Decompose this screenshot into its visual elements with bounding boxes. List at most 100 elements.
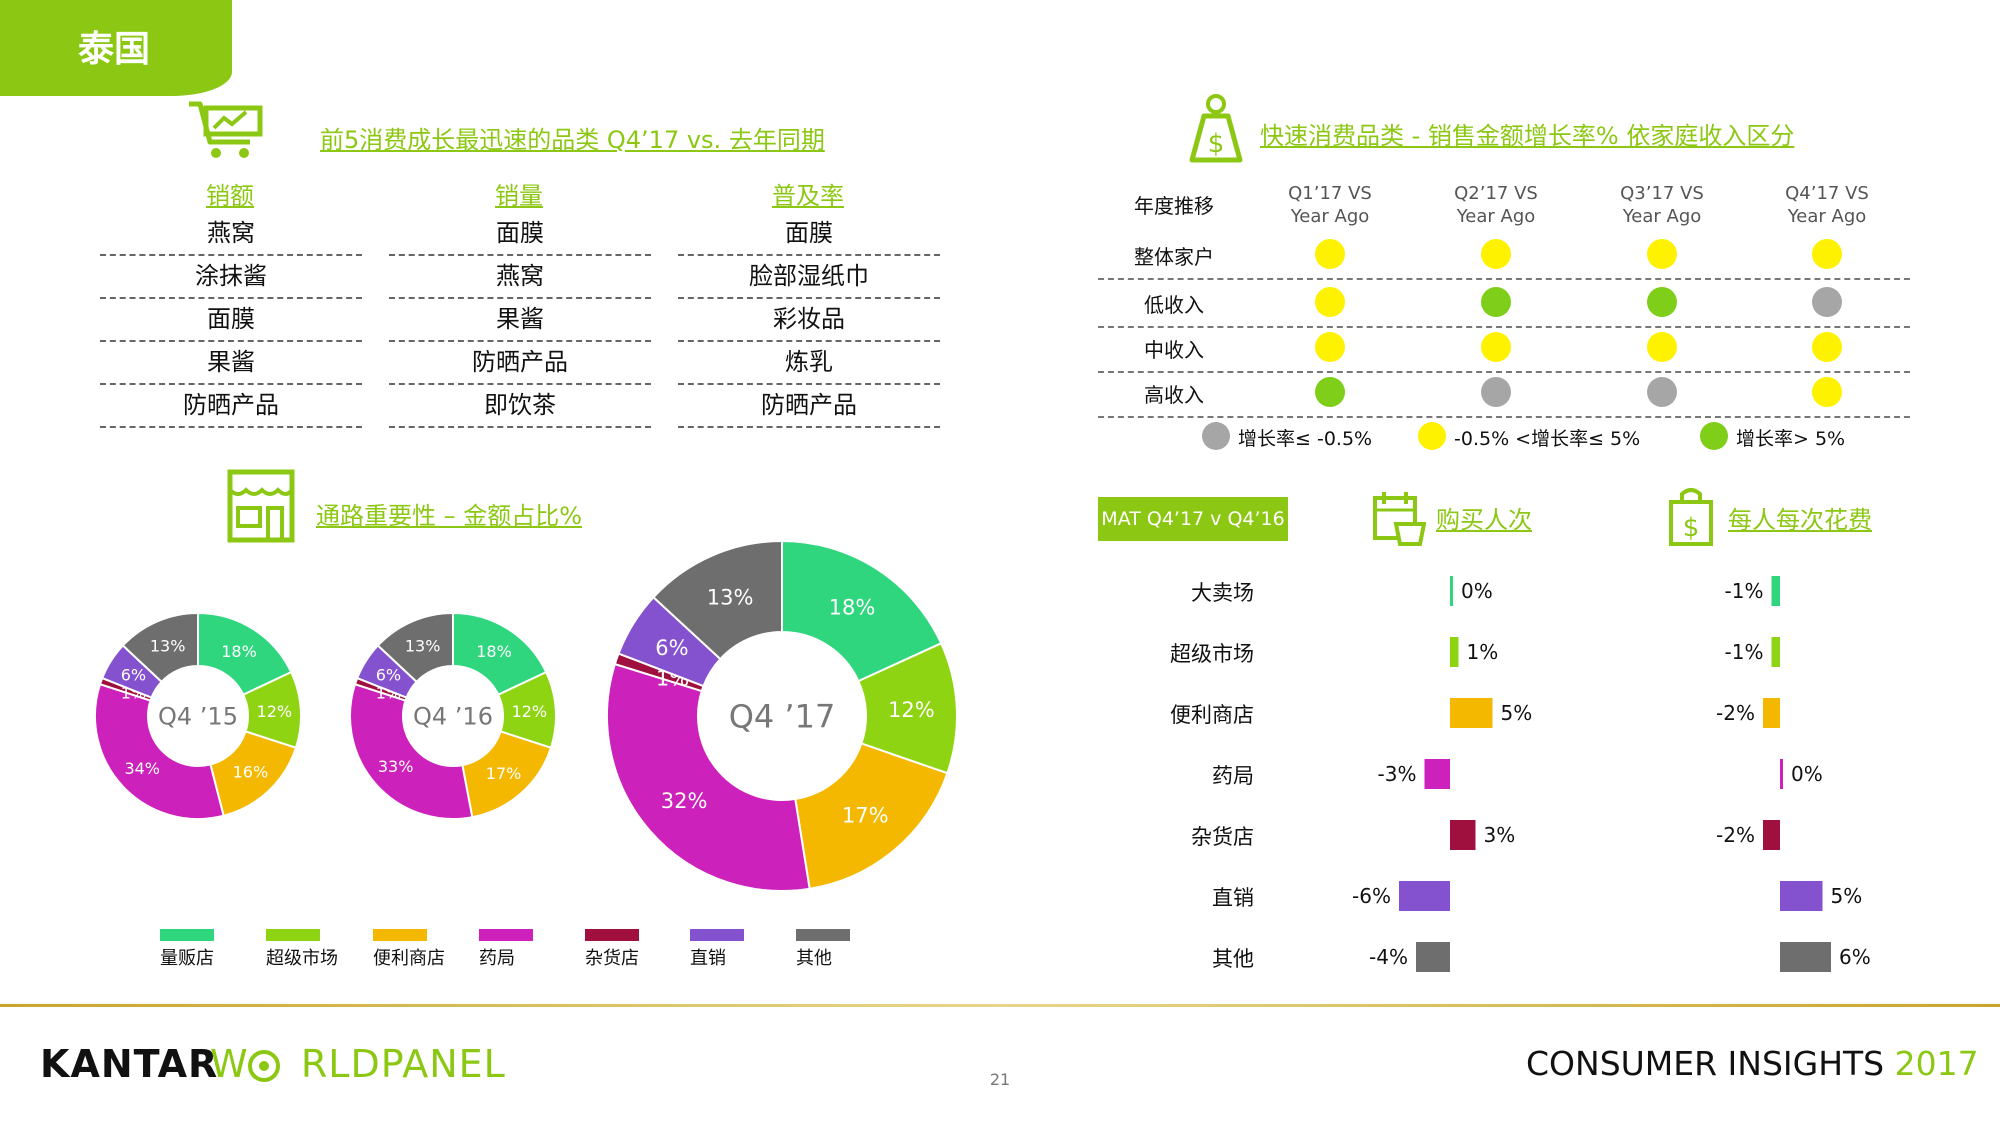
growth-legend-label: 增长率> 5% <box>1736 428 1846 450</box>
growth-status-dot <box>1481 332 1511 362</box>
brand-worldpanel: W RLDPANEL <box>210 1042 506 1086</box>
legend-label: 超级市场 <box>266 948 338 969</box>
donut-slice-label: 13% <box>150 636 186 655</box>
growth-status-dot <box>1315 377 1345 407</box>
row-divider <box>1098 371 1910 373</box>
donut-slice <box>376 611 454 684</box>
mat-channel-label: 药局 <box>1212 764 1254 788</box>
growth-status-dot <box>1315 287 1345 317</box>
category-cell: 面膜 <box>389 212 651 256</box>
growth-legend-label: 增长率≤ -0.5% <box>1238 428 1373 450</box>
donut-slice-label: 6% <box>376 666 401 685</box>
category-cell: 防晒产品 <box>678 384 940 428</box>
growth-status-dot <box>1315 239 1345 269</box>
legend-label: 其他 <box>796 948 832 969</box>
income-growth-title: 快速消费品类 - 销售金额增长率% 依家庭收入区分 <box>1260 122 1795 150</box>
legend-swatch <box>266 929 320 941</box>
legend-swatch <box>479 929 533 941</box>
category-cell: 果酱 <box>389 298 651 342</box>
quarter-header: Q4’17 VS Year Ago <box>1785 183 1869 227</box>
donut-slice-label: 12% <box>512 702 548 721</box>
mat-bar <box>1450 820 1476 850</box>
column-header-value: 销额 <box>206 182 254 210</box>
mat-channel-label: 其他 <box>1212 947 1254 971</box>
growth-legend-dot <box>1202 422 1230 450</box>
mat-bar-label: -2% <box>1716 823 1755 847</box>
donut-slice-label: 12% <box>257 702 293 721</box>
legend-label: 药局 <box>479 948 515 969</box>
donut-slice-label: 34% <box>124 759 160 778</box>
category-cell: 涂抹酱 <box>100 255 362 299</box>
mat-bar <box>1416 942 1450 972</box>
legend-swatch <box>373 929 427 941</box>
category-cell: 防晒产品 <box>100 384 362 428</box>
donut-slice-label: 13% <box>405 636 441 655</box>
mat-bar <box>1763 698 1780 728</box>
legend-swatch <box>160 929 214 941</box>
mat-bar <box>1450 576 1453 606</box>
mat-bar-label: -2% <box>1716 701 1755 725</box>
category-cell: 面膜 <box>678 212 940 256</box>
corner-label: 年度推移 <box>1134 194 1214 218</box>
donut-slice <box>349 682 474 820</box>
channel-donut-charts: 18%12%16%34%1%6%13%Q4 ’1518%12%17%33%1%6… <box>94 540 958 892</box>
growth-status-dot <box>1812 287 1842 317</box>
growth-status-dot <box>1647 287 1677 317</box>
category-cell: 彩妆品 <box>678 298 940 342</box>
donut-slice-label: 13% <box>707 586 754 610</box>
mat-bar-label: 5% <box>1831 884 1863 908</box>
donut-slice <box>606 662 811 892</box>
donut-slice-label: 18% <box>221 642 257 661</box>
donut-slice-label: 32% <box>661 789 708 813</box>
category-cell: 脸部湿纸巾 <box>678 255 940 299</box>
growth-status-dot <box>1812 239 1842 269</box>
donut-slice-label: 18% <box>829 595 876 619</box>
trips-title: 购买人次 <box>1436 506 1532 534</box>
mat-channel-label: 杂货店 <box>1191 825 1254 849</box>
donut-slice <box>652 540 783 661</box>
growth-status-dot <box>1647 377 1677 407</box>
globe-logo-icon <box>248 1050 280 1082</box>
footer-insights: CONSUMER INSIGHTS 2017 <box>1526 1044 1979 1083</box>
donut-center-title: Q4 ’15 <box>158 703 238 731</box>
country-label: 泰国 <box>78 29 151 70</box>
legend-swatch <box>585 929 639 941</box>
page-number: 21 <box>989 1070 1011 1089</box>
shopping-bag-icon: $ <box>1669 488 1713 546</box>
mat-bar <box>1771 576 1780 606</box>
income-row-label: 整体家户 <box>1134 245 1214 269</box>
donut-slice-label: 17% <box>486 764 522 783</box>
mat-bar <box>1763 820 1780 850</box>
row-divider <box>1098 278 1910 280</box>
legend-label: 直销 <box>690 948 726 969</box>
insights-label: CONSUMER INSIGHTS <box>1526 1044 1885 1083</box>
donut-slice <box>94 682 225 820</box>
growth-status-dot <box>1481 239 1511 269</box>
mat-channel-label: 直销 <box>1212 886 1254 910</box>
mat-bar-label: 6% <box>1839 945 1871 969</box>
channel-share-title: 通路重要性 – 金额占比% <box>316 502 583 530</box>
income-row-label: 中收入 <box>1144 338 1204 362</box>
category-cell: 面膜 <box>100 298 362 342</box>
mat-bar-label: 5% <box>1501 701 1533 725</box>
mat-bar-label: -4% <box>1369 945 1408 969</box>
mat-bar <box>1780 942 1831 972</box>
svg-text:$: $ <box>1683 513 1700 543</box>
mat-bar-charts: 0% 1% 5% -3% 3% -6% -4% -1% -1% -2% 0% -2% 5% 6% <box>1352 576 1871 972</box>
mat-bar <box>1780 881 1823 911</box>
column-header-volume: 销量 <box>495 182 543 210</box>
category-cell: 果酱 <box>100 341 362 385</box>
donut-slice <box>781 540 943 683</box>
legend-label: 量贩店 <box>160 948 214 969</box>
mat-bar-label: -3% <box>1378 762 1417 786</box>
mat-bar <box>1424 759 1450 789</box>
mat-bar <box>1771 637 1780 667</box>
donut-slice <box>121 611 199 684</box>
store-icon <box>227 469 295 543</box>
growth-legend-dot <box>1700 422 1728 450</box>
donut-slice-label: 12% <box>888 698 935 722</box>
donut-slice-label: 6% <box>121 666 146 685</box>
income-row-label: 高收入 <box>1144 383 1204 407</box>
quarter-header: Q2’17 VS Year Ago <box>1454 183 1538 227</box>
mat-bar <box>1450 698 1493 728</box>
